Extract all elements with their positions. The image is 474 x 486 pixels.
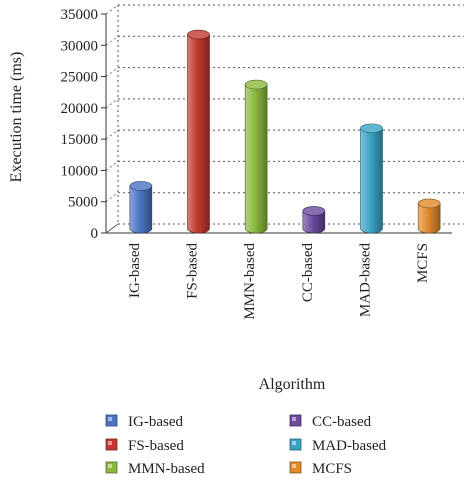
legend-item: CC-based [289,414,372,430]
bar-ig-based [129,181,153,234]
bar-body [302,210,326,234]
gridline-depth [105,161,119,171]
grid-lines [105,4,464,203]
x-tick-label: MMN-based [242,243,258,320]
legend-swatch-highlight [108,417,112,421]
y-tick-label: 10000 [61,163,99,179]
legend-item: IG-based [105,414,183,430]
y-tick-label: 30000 [61,38,99,54]
gridline-depth [105,98,119,109]
x-tick-label: MCFS [415,243,431,283]
bar-body [244,84,268,234]
legend-swatch-highlight [108,441,112,445]
bar-top [360,123,383,134]
bar-body [360,128,383,234]
y-tick-label: 15000 [61,132,99,148]
legend-label: FS-based [128,438,184,454]
legend-item: MCFS [289,461,352,477]
legend-item: FS-based [105,438,184,454]
legend: IG-based FS-based MMN-based CC-based MAD-bas… [105,414,387,477]
x-tick-label: MAD-based [358,243,374,318]
gridline-depth [105,67,119,77]
legend-swatch-highlight [292,417,296,421]
bar-top [129,181,153,191]
bar-top [417,198,441,209]
y-tick-label: 25000 [61,70,99,86]
bar-mcfs [417,198,441,234]
legend-label: MCFS [312,461,352,477]
bar-top [302,206,326,216]
bar-body [417,203,441,234]
legend-label: MAD-based [312,438,387,454]
legend-swatch-highlight [292,464,296,468]
bar-fs-based [187,29,210,234]
x-axis-title: Algorithm [259,376,326,393]
y-tick-label: 0 [91,226,99,242]
y-tick-label: 5000 [68,195,98,211]
legend-swatch-highlight [108,464,112,468]
legend-label: IG-based [128,414,183,430]
y-tick-label: 35000 [61,7,99,23]
x-tick-label: CC-based [300,243,316,303]
x-tick-label: FS-based [185,243,201,299]
gridline-depth [105,129,119,140]
bars [129,29,441,234]
legend-label: CC-based [312,414,372,430]
y-tick-labels: 0 5000 10000 15000 20000 25000 30000 35000 [61,7,106,242]
bar-top [244,79,268,90]
bar-cc-based [302,206,326,234]
legend-swatch-highlight [292,441,296,445]
gridline-depth [105,4,119,15]
bar-body [187,34,210,234]
bar-top [187,29,210,40]
axes [105,5,464,234]
bar-body [129,185,153,234]
x-tick-label: IG-based [127,243,143,298]
legend-label: MMN-based [128,461,205,477]
legend-item: MAD-based [289,438,387,454]
gridline-depth [105,192,119,203]
bar-mmn-based [244,79,268,234]
legend-item: MMN-based [105,461,205,477]
y-tick-label: 20000 [61,101,99,117]
bar-mad-based [360,123,383,234]
y-axis-title: Execution time (ms) [8,52,25,183]
x-tick-labels: IG-based FS-based MMN-based CC-based MAD-bas… [127,243,431,320]
gridline-depth [105,35,119,46]
x-axis-depth-line [105,223,119,234]
